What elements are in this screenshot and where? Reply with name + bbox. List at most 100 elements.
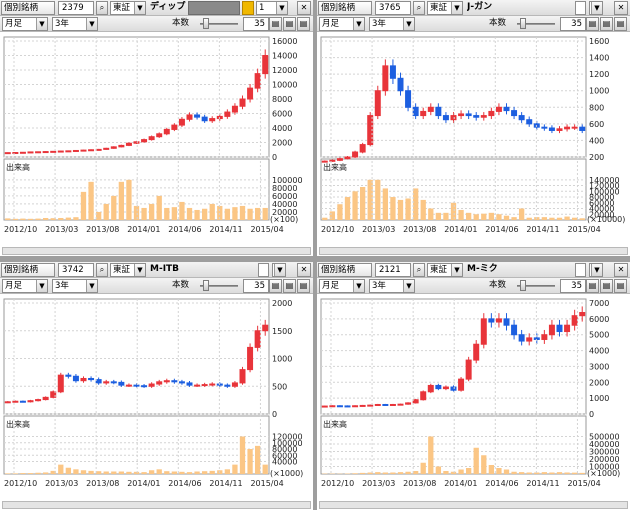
market-select[interactable]: 東証 ▼ xyxy=(427,1,463,15)
magnifier-icon[interactable]: ⌕ xyxy=(96,263,108,277)
indicator-icon[interactable]: ▤ xyxy=(283,279,296,293)
code-input[interactable]: 2121 xyxy=(375,263,411,277)
code-input[interactable]: 2379 xyxy=(58,1,94,15)
chart-type-icon[interactable]: ▤ xyxy=(269,279,282,293)
indicator-icon[interactable]: ▤ xyxy=(600,279,613,293)
mode-label[interactable]: 個別銘柄 xyxy=(318,263,372,277)
count-slider-knob[interactable] xyxy=(203,280,209,291)
span-select[interactable]: 3年 ▼ xyxy=(52,17,98,31)
compare-checkbox[interactable] xyxy=(258,263,269,277)
volume-unit-label: (×100) xyxy=(270,215,298,224)
candle-body xyxy=(80,377,87,382)
count-input[interactable]: 35 xyxy=(243,17,269,31)
candle-body xyxy=(503,106,510,112)
span-select[interactable]: 3年 ▼ xyxy=(52,279,98,293)
candle-body xyxy=(526,119,533,125)
value-select[interactable]: 1 ▼ xyxy=(256,1,288,15)
compare-checkbox[interactable] xyxy=(575,263,586,277)
count-input[interactable]: 35 xyxy=(560,17,586,31)
horizontal-scrollbar[interactable] xyxy=(319,247,628,255)
close-icon[interactable]: ✕ xyxy=(614,1,628,15)
chevron-down-icon: ▼ xyxy=(134,264,145,276)
market-value: 東証 xyxy=(430,265,448,275)
draw-tool-icon[interactable]: ▤ xyxy=(614,17,627,31)
magnifier-icon[interactable]: ⌕ xyxy=(413,263,425,277)
volume-bar xyxy=(428,208,434,220)
count-slider-knob[interactable] xyxy=(520,18,526,29)
count-slider-track[interactable] xyxy=(200,23,238,25)
chart-type-icon[interactable]: ▤ xyxy=(586,279,599,293)
candle-body xyxy=(80,149,87,152)
volume-bar xyxy=(179,471,185,474)
volume-bar xyxy=(450,471,457,474)
market-select[interactable]: 東証 ▼ xyxy=(427,263,463,277)
horizontal-scrollbar[interactable] xyxy=(2,501,311,509)
volume-bar xyxy=(20,218,26,220)
volume-bar xyxy=(443,471,449,474)
mode-label[interactable]: 個別銘柄 xyxy=(1,263,55,277)
span-select[interactable]: 3年 ▼ xyxy=(369,279,415,293)
option-select[interactable]: ▼ xyxy=(272,263,286,277)
option-select[interactable]: ▼ xyxy=(589,1,603,15)
count-input[interactable]: 35 xyxy=(243,279,269,293)
count-slider-track[interactable] xyxy=(200,285,238,287)
close-icon[interactable]: ✕ xyxy=(614,263,628,277)
code-input[interactable]: 3742 xyxy=(58,263,94,277)
candle-body xyxy=(420,391,427,401)
candle-body xyxy=(427,384,434,393)
magnifier-icon[interactable]: ⌕ xyxy=(96,1,108,15)
volume-tick-label: 60000 xyxy=(272,451,297,460)
x-tick-label: 2013/03 xyxy=(45,225,78,234)
count-slider-knob[interactable] xyxy=(520,280,526,291)
candle-body xyxy=(171,380,178,383)
code-input[interactable]: 3765 xyxy=(375,1,411,15)
indicator-icon[interactable]: ▤ xyxy=(600,17,613,31)
mode-label[interactable]: 個別銘柄 xyxy=(1,1,55,15)
indicator-icon[interactable]: ▤ xyxy=(283,17,296,31)
candle-body xyxy=(178,118,185,126)
close-icon[interactable]: ✕ xyxy=(297,1,311,15)
panel-divider-horizontal[interactable] xyxy=(0,256,630,262)
price-tick-label: 4000 xyxy=(589,347,609,356)
panel-divider-vertical[interactable] xyxy=(313,0,317,510)
chart-type-icon[interactable]: ▤ xyxy=(586,17,599,31)
horizontal-scrollbar[interactable] xyxy=(2,247,311,255)
close-icon[interactable]: ✕ xyxy=(297,263,311,277)
volume-bar xyxy=(503,469,510,474)
chart-type-icon[interactable]: ▤ xyxy=(269,17,282,31)
candle-body xyxy=(95,148,102,151)
volume-bar xyxy=(322,217,328,220)
period-select[interactable]: 月足 ▼ xyxy=(2,17,48,31)
candle-body xyxy=(247,87,254,100)
count-slider-track[interactable] xyxy=(517,285,555,287)
magnifier-icon[interactable]: ⌕ xyxy=(413,1,425,15)
volume-tick-label: 80000 xyxy=(272,184,297,193)
draw-tool-icon[interactable]: ▤ xyxy=(297,279,310,293)
stock-name: J-ガン xyxy=(467,2,493,12)
candle-body xyxy=(579,126,586,131)
x-tick-label: 2012/10 xyxy=(321,479,354,488)
market-select[interactable]: 東証 ▼ xyxy=(110,263,146,277)
volume-bar xyxy=(171,207,178,220)
period-select[interactable]: 月足 ▼ xyxy=(319,279,365,293)
count-slider-track[interactable] xyxy=(517,23,555,25)
volume-bar xyxy=(88,181,94,220)
option-select[interactable]: ▼ xyxy=(589,263,603,277)
volume-bar xyxy=(5,473,11,474)
count-slider-knob[interactable] xyxy=(203,18,209,29)
mode-label[interactable]: 個別銘柄 xyxy=(318,1,372,15)
candle-body xyxy=(495,106,502,112)
candle-body xyxy=(397,77,404,92)
horizontal-scrollbar[interactable] xyxy=(319,501,628,509)
market-select[interactable]: 東証 ▼ xyxy=(110,1,146,15)
volume-bar xyxy=(164,207,170,220)
draw-tool-icon[interactable]: ▤ xyxy=(614,279,627,293)
volume-bar xyxy=(435,212,442,220)
period-select[interactable]: 月足 ▼ xyxy=(2,279,48,293)
draw-tool-icon[interactable]: ▤ xyxy=(297,17,310,31)
compare-checkbox[interactable] xyxy=(575,1,586,15)
span-select[interactable]: 3年 ▼ xyxy=(369,17,415,31)
period-select[interactable]: 月足 ▼ xyxy=(319,17,365,31)
candle-body xyxy=(367,115,374,146)
count-input[interactable]: 35 xyxy=(560,279,586,293)
